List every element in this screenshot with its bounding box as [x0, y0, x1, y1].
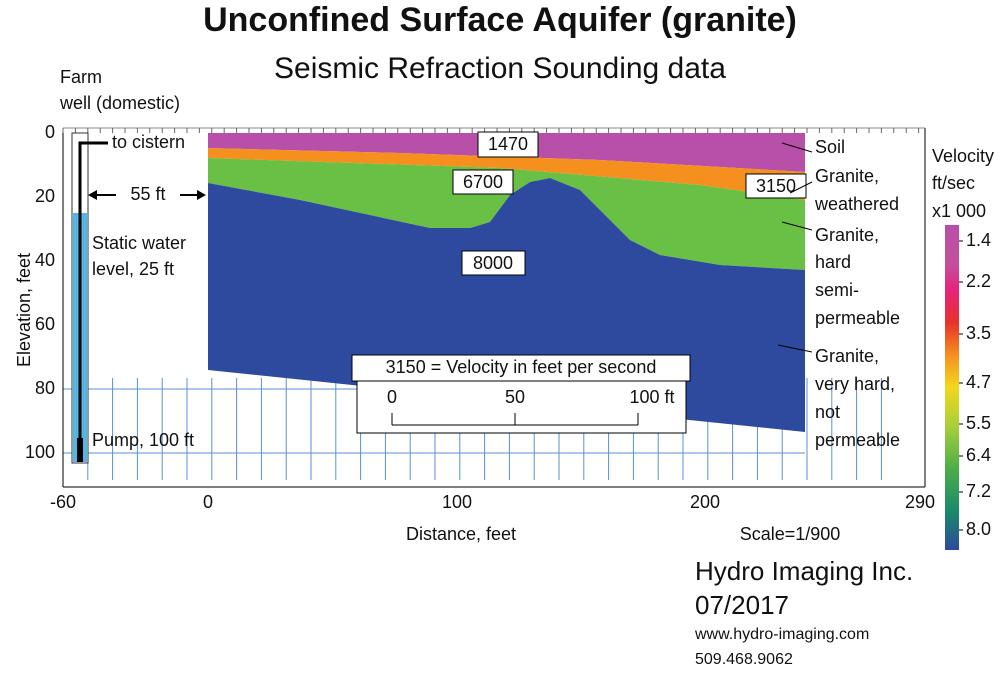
- subtitle: Seismic Refraction Sounding data: [274, 52, 726, 85]
- well-label: well (domestic): [59, 93, 180, 113]
- scale-box: [356, 380, 687, 434]
- scale-tick: 50: [505, 387, 525, 407]
- layer-name: weathered: [814, 194, 899, 214]
- colorbar-label: 1.4: [966, 230, 991, 250]
- velocity-label: 3150: [756, 176, 796, 196]
- layer-name: hard: [815, 252, 851, 272]
- colorbar-label: 8.0: [966, 519, 991, 539]
- x-tick-label: -60: [50, 492, 76, 512]
- well-label: Farm: [60, 67, 102, 87]
- scale-tick: 0: [387, 387, 397, 407]
- velocity-label: 8000: [473, 253, 513, 273]
- y-tick-label: 40: [35, 250, 55, 270]
- layer-name: Granite,: [815, 225, 879, 245]
- layer-name: Soil: [815, 137, 845, 157]
- x-tick-label: 0: [203, 492, 213, 512]
- static-label: Static water: [92, 233, 186, 253]
- y-tick-label: 100: [25, 442, 55, 462]
- colorbar-title: ft/sec: [932, 173, 975, 193]
- layer-name: permeable: [815, 308, 900, 328]
- velocity-box: [745, 173, 807, 199]
- layer-name: permeable: [815, 430, 900, 450]
- y-tick-label: 80: [35, 378, 55, 398]
- frame: [62, 127, 926, 488]
- velocity-label: 1470: [488, 134, 528, 154]
- x-axis-label: Distance, feet: [406, 524, 516, 544]
- y-axis-label: Elevation, feet: [14, 253, 34, 367]
- y-tick-label: 0: [45, 122, 55, 142]
- layer-name: Granite,: [815, 346, 879, 366]
- layer-name: very hard,: [815, 374, 895, 394]
- layer-name: not: [815, 402, 840, 422]
- phone: 509.468.9062: [695, 651, 793, 668]
- scale: Scale=1/900: [740, 524, 841, 544]
- distance-label: 55 ft: [130, 184, 165, 204]
- well: [71, 132, 206, 464]
- layer-name: Granite,: [815, 166, 879, 186]
- colorbar-label: 5.5: [966, 413, 991, 433]
- semi-permeable-layer: [208, 158, 805, 270]
- velocity-box: [461, 250, 526, 276]
- colorbar-label: 3.5: [966, 323, 991, 343]
- colorbar-title: Velocity: [932, 146, 994, 166]
- cistern-label: to cistern: [112, 132, 185, 152]
- x-tick-label: 290: [905, 492, 935, 512]
- y-tick-label: 60: [35, 314, 55, 334]
- company: Hydro Imaging Inc.: [695, 556, 913, 586]
- title: Unconfined Surface Aquifer (granite): [203, 1, 797, 39]
- colorbar-label: 2.2: [966, 271, 991, 291]
- layer-name: semi-: [815, 280, 859, 300]
- website: www.hydro-imaging.com: [694, 626, 869, 643]
- velocity-box: [452, 169, 514, 195]
- colorbar: [945, 225, 959, 550]
- leaders: [777, 142, 813, 353]
- colorbar-label: 6.4: [966, 445, 991, 465]
- pump-label: Pump, 100 ft: [92, 430, 194, 450]
- colorbar-label: 7.2: [966, 481, 991, 501]
- x-tick-label: 100: [442, 492, 472, 512]
- weathered-layer: [208, 148, 805, 200]
- colorbar-title: x1 000: [932, 201, 986, 221]
- legend-text: 3150 = Velocity in feet per second: [386, 357, 657, 377]
- y-tick-label: 20: [35, 186, 55, 206]
- scale-tick: 100 ft: [629, 387, 674, 407]
- x-tick-label: 200: [690, 492, 720, 512]
- static-label: level, 25 ft: [92, 259, 174, 279]
- velocity-label: 6700: [463, 172, 503, 192]
- colorbar-label: 4.7: [966, 372, 991, 392]
- scale-bar: [391, 413, 639, 426]
- date: 07/2017: [695, 590, 789, 620]
- velocity-box: [477, 131, 539, 158]
